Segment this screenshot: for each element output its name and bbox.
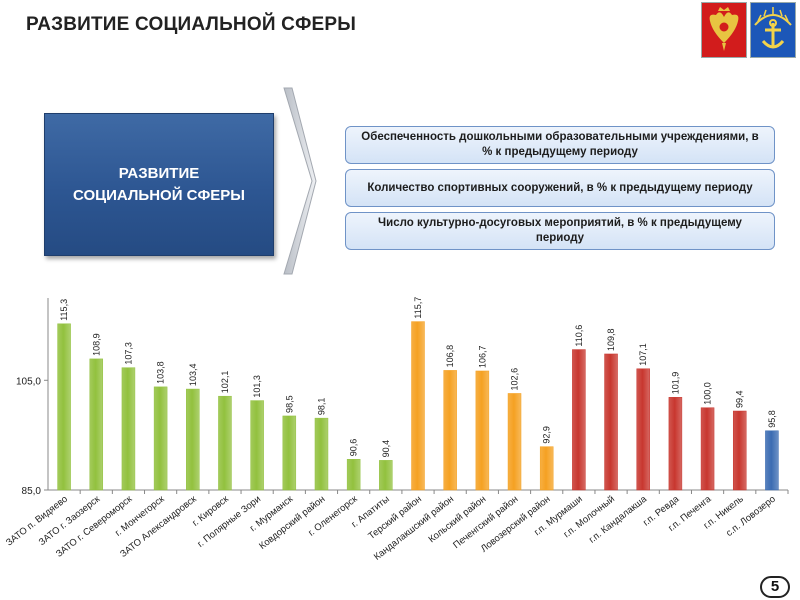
section-box-line2: СОЦИАЛЬНОЙ СФЕРЫ — [73, 186, 245, 204]
y-tick-label: 105,0 — [16, 376, 41, 387]
data-label: 115,3 — [59, 299, 69, 321]
bar — [186, 388, 200, 491]
bar — [732, 410, 747, 491]
data-label: 109,8 — [606, 328, 616, 351]
bar — [604, 353, 618, 491]
bar — [539, 446, 554, 491]
data-label: 90,4 — [381, 440, 391, 458]
data-label: 98,5 — [284, 395, 294, 413]
bar — [314, 417, 329, 491]
bar — [700, 407, 715, 491]
data-label: 115,7 — [413, 297, 423, 319]
bar — [153, 386, 168, 491]
data-label: 101,3 — [252, 375, 262, 398]
topic-cultural-events-button[interactable]: Число культурно-досуговых мероприятий, в… — [345, 212, 775, 250]
data-label: 92,9 — [542, 426, 552, 444]
bar — [475, 370, 490, 491]
data-label: 101,9 — [670, 372, 680, 395]
chevron-right-icon — [283, 87, 317, 275]
murmansk-oblast-coat-of-arms-icon — [750, 2, 796, 58]
topic-sports-facilities-button[interactable]: Количество спортивных сооружений, в % к … — [345, 169, 775, 207]
bar — [411, 321, 425, 491]
bar — [57, 323, 71, 491]
page-title: РАЗВИТИЕ СОЦИАЛЬНОЙ СФЕРЫ — [26, 14, 357, 35]
y-tick-label: 85,0 — [22, 486, 42, 497]
bar — [121, 367, 136, 491]
bar — [89, 358, 104, 491]
data-label: 108,9 — [91, 333, 101, 356]
data-label: 102,1 — [220, 371, 230, 394]
data-label: 103,4 — [188, 364, 198, 387]
data-label: 110,6 — [574, 325, 584, 347]
data-label: 106,8 — [445, 345, 455, 368]
bar — [443, 370, 457, 491]
bar — [636, 368, 650, 491]
bar — [668, 397, 683, 491]
section-box: РАЗВИТИЕ СОЦИАЛЬНОЙ СФЕРЫ — [44, 113, 274, 256]
data-label: 102,6 — [510, 368, 520, 391]
section-box-line1: РАЗВИТИЕ — [118, 164, 200, 182]
bar — [572, 349, 586, 491]
bar — [218, 395, 232, 491]
data-label: 107,3 — [123, 342, 133, 365]
bar — [346, 459, 361, 491]
data-label: 98,1 — [316, 398, 326, 416]
page-number: 5 — [760, 576, 790, 598]
data-label: 106,7 — [477, 345, 487, 368]
bar — [282, 415, 297, 491]
data-label: 95,8 — [767, 410, 777, 428]
data-label: 100,0 — [703, 382, 713, 405]
russia-coat-of-arms-icon — [701, 2, 747, 58]
data-label: 107,1 — [638, 343, 648, 366]
bar — [379, 460, 393, 491]
bar — [765, 430, 779, 491]
data-label: 103,8 — [156, 361, 166, 384]
topic-preschool-button[interactable]: Обеспеченность дошкольными образовательн… — [345, 126, 775, 164]
data-label: 99,4 — [735, 390, 745, 408]
data-label: 90,6 — [349, 439, 359, 457]
bar — [250, 400, 264, 491]
bar — [507, 393, 522, 491]
